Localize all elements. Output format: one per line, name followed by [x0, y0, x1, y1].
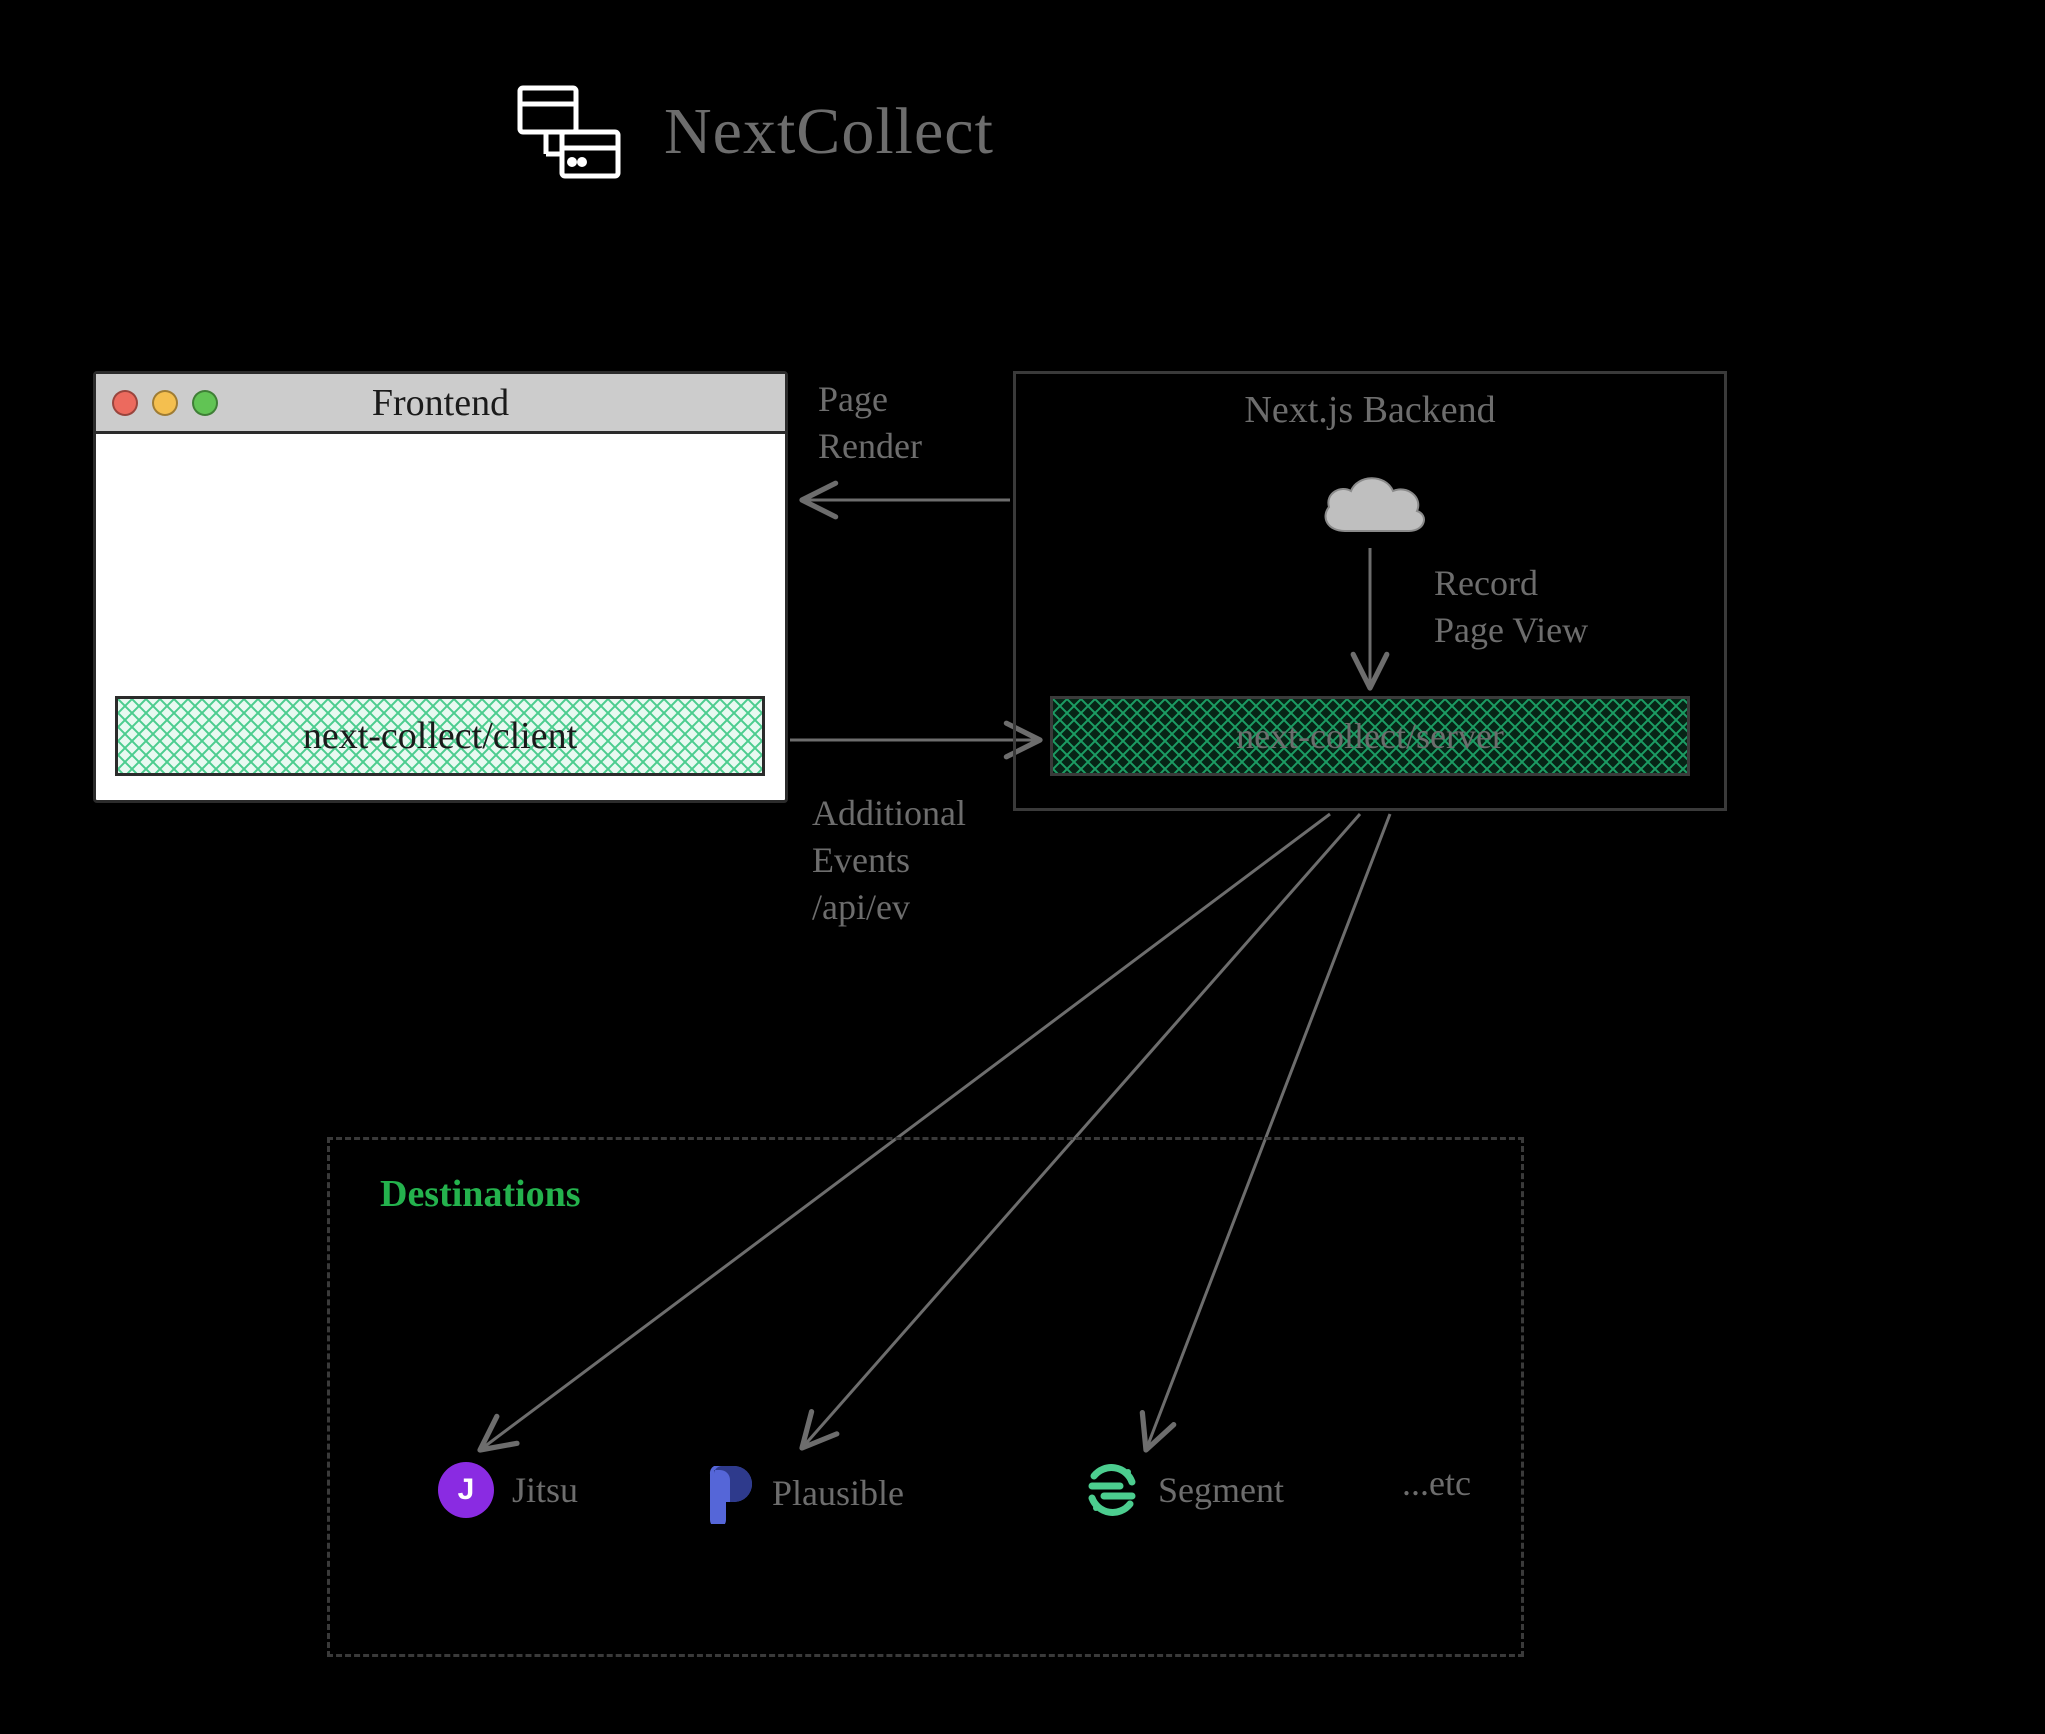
segment-icon — [1084, 1462, 1140, 1518]
label-record-page-view: Record Page View — [1434, 560, 1588, 654]
destination-item-plausible: Plausible — [704, 1462, 904, 1524]
label-line: Page View — [1434, 610, 1588, 650]
destinations-title: Destinations — [380, 1172, 581, 1216]
cloud-icon — [1313, 467, 1433, 547]
client-library-box: next-collect/client — [115, 696, 765, 776]
label-page-render: Page Render — [818, 376, 922, 470]
label-line: Additional — [812, 793, 966, 833]
plausible-icon — [704, 1462, 754, 1524]
label-additional-events: Additional Events /api/ev — [812, 790, 966, 930]
destination-item-jitsu: J Jitsu — [438, 1462, 578, 1518]
destination-label: Segment — [1158, 1469, 1284, 1511]
title-row: NextCollect — [514, 82, 994, 182]
diagram-canvas: NextCollect Frontend next-collect/client… — [0, 0, 2045, 1734]
connected-windows-icon — [514, 82, 624, 182]
server-library-label: next-collect/server — [1236, 715, 1504, 757]
label-line: Page — [818, 379, 888, 419]
label-line: /api/ev — [812, 887, 910, 927]
destination-item-etc: ...etc — [1402, 1462, 1471, 1504]
frontend-window-title: Frontend — [96, 381, 785, 425]
server-library-box: next-collect/server — [1050, 696, 1690, 776]
destination-label: ...etc — [1402, 1462, 1471, 1504]
destination-label: Plausible — [772, 1472, 904, 1514]
label-line: Events — [812, 840, 910, 880]
jitsu-icon: J — [438, 1462, 494, 1518]
destination-item-segment: Segment — [1084, 1462, 1284, 1518]
page-title: NextCollect — [664, 94, 994, 170]
backend-title: Next.js Backend — [1016, 388, 1724, 432]
label-line: Render — [818, 426, 922, 466]
label-line: Record — [1434, 563, 1538, 603]
client-library-label: next-collect/client — [303, 714, 577, 758]
destination-label: Jitsu — [512, 1469, 578, 1511]
window-titlebar: Frontend — [96, 374, 785, 434]
